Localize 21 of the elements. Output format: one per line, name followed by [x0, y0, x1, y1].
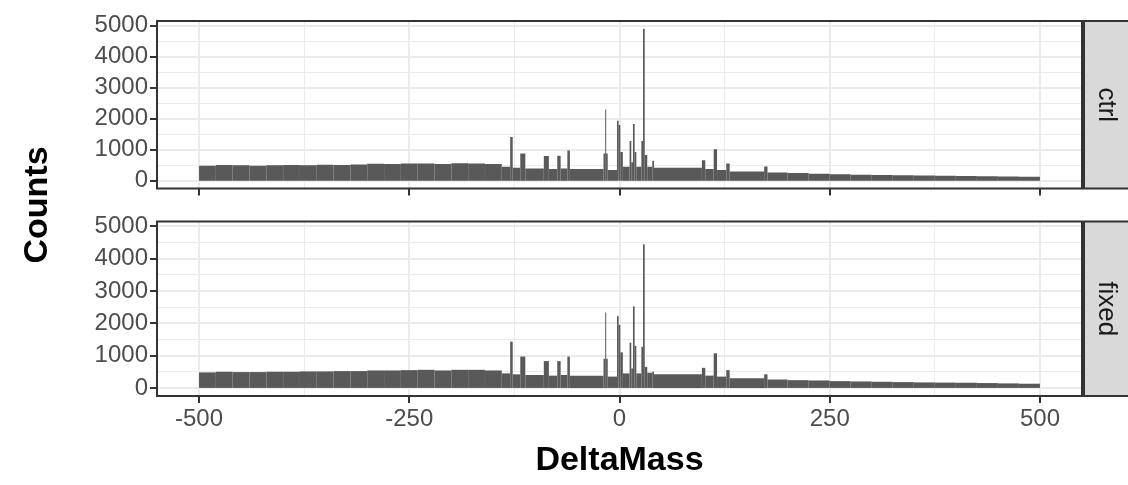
x-tick-label: -250	[385, 404, 434, 432]
y-tick-label: 3000	[94, 275, 148, 303]
y-tick-label: 0	[134, 165, 148, 193]
y-tick-label: 1000	[94, 340, 148, 368]
x-axis-title: DeltaMass	[535, 438, 704, 477]
y-tick-label: 4000	[94, 243, 148, 271]
x-tick-label: -500	[175, 404, 224, 432]
x-tick-label: 250	[809, 404, 850, 432]
text: ctrl	[1092, 87, 1123, 123]
y-tick-label: 5000	[94, 210, 148, 238]
y-tick-label: 1000	[94, 134, 148, 162]
y-tick-label: 4000	[94, 41, 148, 69]
text: fixed	[1092, 281, 1123, 337]
y-tick-label: 0	[134, 372, 148, 400]
y-tick-label: 3000	[94, 72, 148, 100]
y-tick-label: 5000	[94, 10, 148, 38]
y-tick-label: 2000	[94, 103, 148, 131]
x-tick-label: 0	[612, 404, 627, 432]
y-tick-label: 2000	[94, 307, 148, 335]
y-axis-title: Counts	[15, 146, 55, 264]
x-tick-label: 500	[1019, 404, 1060, 432]
